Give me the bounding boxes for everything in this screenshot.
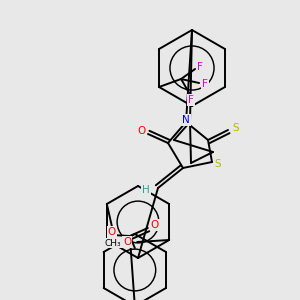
Text: O: O <box>108 227 116 237</box>
Text: S: S <box>215 159 221 169</box>
Text: F: F <box>188 95 194 105</box>
Text: H: H <box>142 185 150 195</box>
Text: S: S <box>233 123 239 133</box>
Text: F: F <box>197 62 203 72</box>
Text: CH₃: CH₃ <box>105 238 122 247</box>
Text: F: F <box>202 79 208 89</box>
Text: O: O <box>123 237 131 247</box>
Text: O: O <box>151 220 159 230</box>
Text: O: O <box>137 126 145 136</box>
Text: N: N <box>182 115 190 125</box>
